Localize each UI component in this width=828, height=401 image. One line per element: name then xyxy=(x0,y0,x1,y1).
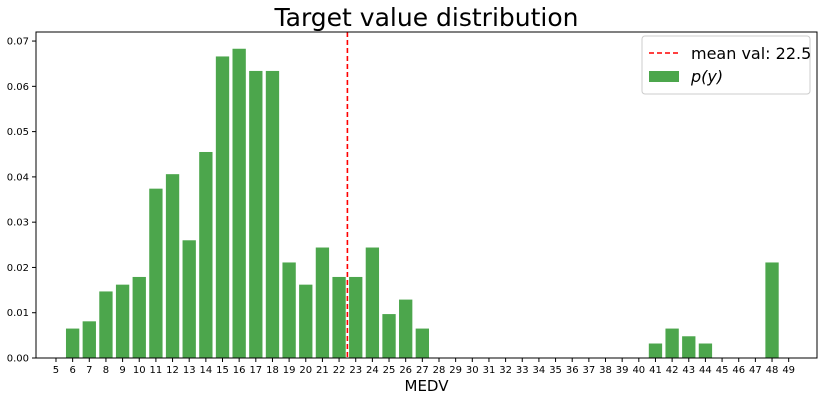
y-tick-label: 0.04 xyxy=(7,172,29,183)
bar-41 xyxy=(648,343,663,358)
x-tick-label: 41 xyxy=(649,365,662,376)
x-tick-label: 25 xyxy=(383,365,396,376)
x-tick-label: 48 xyxy=(766,365,779,376)
y-tick-label: 0.06 xyxy=(7,82,29,93)
x-tick-label: 17 xyxy=(249,365,262,376)
bar-43 xyxy=(682,336,696,358)
y-tick-label: 0.07 xyxy=(7,37,29,48)
y-tick-label: 0.00 xyxy=(7,354,29,365)
legend: mean val: 22.5 p(y) xyxy=(641,35,811,95)
bar-7 xyxy=(82,321,96,358)
x-tick-label: 11 xyxy=(150,365,163,376)
bar-19 xyxy=(282,262,296,358)
x-tick-label: 44 xyxy=(699,365,712,376)
bar-17 xyxy=(249,70,263,358)
x-tick-label: 42 xyxy=(666,365,679,376)
x-tick-label: 43 xyxy=(682,365,695,376)
x-tick-label: 38 xyxy=(599,365,612,376)
x-tick-label: 13 xyxy=(183,365,196,376)
bar-23 xyxy=(349,276,363,358)
bar-16 xyxy=(232,48,246,358)
x-tick-label: 29 xyxy=(449,365,462,376)
x-tick-label: 26 xyxy=(399,365,412,376)
bars-group xyxy=(65,48,779,358)
bar-12 xyxy=(165,174,180,358)
x-tick-label: 23 xyxy=(349,365,362,376)
legend-patch-marker xyxy=(649,71,679,82)
x-tick-label: 28 xyxy=(433,365,446,376)
x-axis: 5 6 7 8 9 10 11 12 13 14 15 16 17 18 19 20 21 22 23 24 25 26 2… xyxy=(53,358,795,376)
bar-10 xyxy=(132,276,146,358)
x-tick-label: 14 xyxy=(199,365,212,376)
bar-42 xyxy=(665,328,679,358)
x-tick-label: 9 xyxy=(119,365,125,376)
bar-6 xyxy=(65,328,80,358)
x-tick-label: 36 xyxy=(566,365,579,376)
bar-14 xyxy=(199,151,213,358)
x-axis-label: MEDV xyxy=(405,377,450,395)
x-tick-label: 47 xyxy=(749,365,762,376)
x-tick-label: 40 xyxy=(632,365,645,376)
bar-25 xyxy=(382,314,396,358)
x-tick-label: 33 xyxy=(516,365,529,376)
bar-27 xyxy=(415,328,429,358)
x-tick-label: 49 xyxy=(782,365,795,376)
x-tick-label: 10 xyxy=(133,365,146,376)
x-tick-label: 22 xyxy=(333,365,346,376)
x-tick-label: 15 xyxy=(216,365,229,376)
bar-9 xyxy=(115,284,130,358)
y-tick-label: 0.01 xyxy=(7,308,29,319)
x-tick-label: 20 xyxy=(299,365,312,376)
x-tick-label: 39 xyxy=(616,365,629,376)
x-tick-label: 32 xyxy=(499,365,512,376)
bar-20 xyxy=(299,284,313,358)
x-tick-label: 24 xyxy=(366,365,379,376)
y-tick-label: 0.03 xyxy=(7,218,29,229)
bar-11 xyxy=(149,188,163,358)
x-tick-label: 27 xyxy=(416,365,429,376)
x-tick-label: 19 xyxy=(283,365,296,376)
x-tick-label: 18 xyxy=(266,365,279,376)
x-tick-label: 6 xyxy=(69,365,75,376)
x-tick-label: 12 xyxy=(166,365,179,376)
x-tick-label: 31 xyxy=(483,365,496,376)
legend-box xyxy=(641,35,811,95)
bar-26 xyxy=(399,299,413,358)
x-tick-label: 21 xyxy=(316,365,329,376)
bar-48 xyxy=(765,262,779,358)
x-tick-label: 16 xyxy=(233,365,246,376)
legend-mean-label: mean val: 22.5 xyxy=(691,44,811,63)
chart-title: Target value distribution xyxy=(274,3,579,32)
y-tick-label: 0.05 xyxy=(7,127,29,138)
bar-8 xyxy=(99,291,113,358)
legend-py-label: p(y) xyxy=(690,67,723,86)
bar-18 xyxy=(265,70,280,358)
x-tick-label: 5 xyxy=(53,365,59,376)
x-tick-label: 30 xyxy=(466,365,479,376)
x-tick-label: 7 xyxy=(86,365,92,376)
x-tick-label: 8 xyxy=(103,365,109,376)
bar-24 xyxy=(365,247,380,358)
bar-22 xyxy=(332,276,346,358)
x-tick-label: 46 xyxy=(732,365,745,376)
x-tick-label: 45 xyxy=(716,365,729,376)
bar-44 xyxy=(698,343,713,358)
x-tick-label: 37 xyxy=(582,365,595,376)
y-tick-label: 0.02 xyxy=(7,263,29,274)
y-axis: 0.00 0.01 0.02 0.03 0.04 0.05 0.06 0.07 xyxy=(7,37,36,365)
bar-21 xyxy=(315,247,330,358)
bar-15 xyxy=(215,56,230,358)
bar-13 xyxy=(182,240,196,358)
x-tick-label: 34 xyxy=(533,365,546,376)
x-tick-label: 35 xyxy=(549,365,562,376)
plot-frame xyxy=(35,31,818,359)
